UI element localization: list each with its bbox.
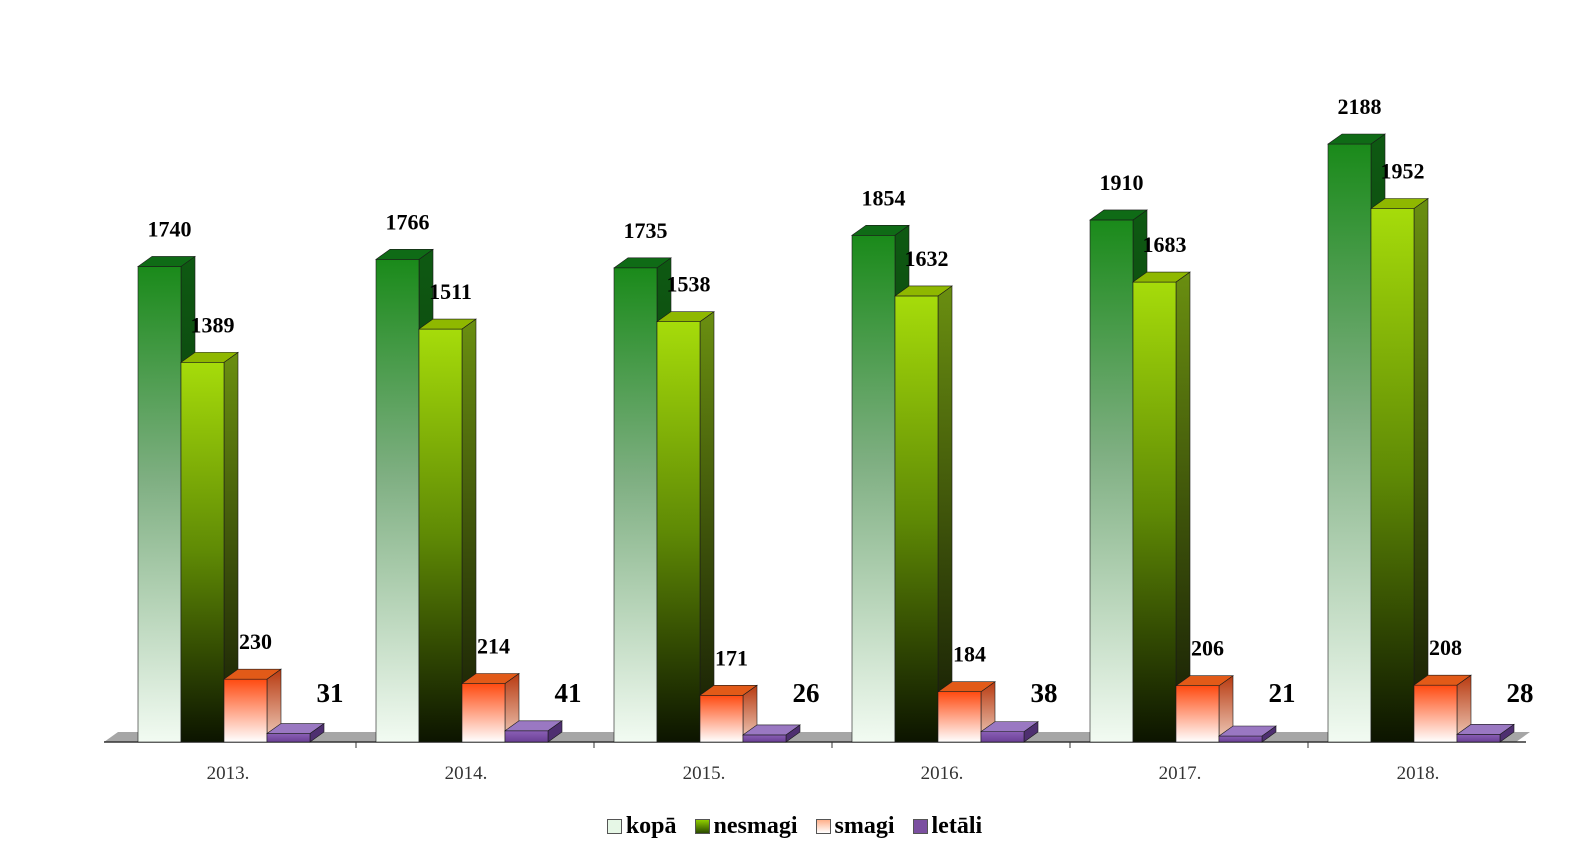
legend-item-letali: letāli	[912, 812, 983, 840]
legend-item-smagi: smagi	[815, 812, 895, 840]
value-label-letali-3: 38	[1031, 678, 1058, 708]
value-label-letali-2: 26	[793, 678, 820, 708]
bar-nesmagi-3	[894, 285, 953, 743]
value-label-nesmagi-0: 1389	[191, 312, 235, 337]
x-tick-label-2: 2015.	[683, 763, 726, 784]
legend-swatch-nesmagi	[694, 818, 710, 834]
legend-label-nesmagi: nesmagi	[713, 812, 798, 839]
value-label-kopa-3: 1854	[862, 185, 906, 210]
bar-smagi-5	[1413, 674, 1472, 743]
bar-smagi-0	[223, 668, 282, 743]
value-label-smagi-0: 230	[239, 629, 272, 654]
x-tick-label-0: 2013.	[207, 763, 250, 784]
value-label-kopa-2: 1735	[624, 218, 668, 243]
bar-letali-1	[504, 720, 563, 743]
value-label-nesmagi-1: 1511	[429, 279, 472, 304]
value-label-nesmagi-5: 1952	[1381, 159, 1425, 184]
value-label-kopa-0: 1740	[148, 216, 192, 241]
value-label-nesmagi-4: 1683	[1143, 232, 1187, 257]
bar-letali-2	[742, 724, 801, 743]
legend-label-letali: letāli	[931, 812, 983, 839]
value-label-letali-1: 41	[555, 678, 582, 708]
bar-letali-3	[980, 721, 1039, 743]
value-label-smagi-3: 184	[953, 642, 986, 667]
x-tick-label-1: 2014.	[445, 763, 488, 784]
bar-smagi-3	[937, 681, 996, 743]
bar-smagi-4	[1175, 675, 1234, 743]
value-label-smagi-4: 206	[1191, 636, 1224, 661]
x-tick-label-4: 2017.	[1159, 763, 1202, 784]
bar-letali-0	[266, 722, 325, 743]
value-label-letali-0: 31	[317, 678, 344, 708]
bar-letali-5	[1456, 723, 1515, 743]
value-label-smagi-5: 208	[1429, 635, 1462, 660]
x-tick-label-5: 2018.	[1397, 763, 1440, 784]
legend-label-kopa: kopā	[625, 812, 677, 839]
legend-label-smagi: smagi	[834, 812, 895, 839]
value-label-kopa-5: 2188	[1338, 94, 1382, 119]
bar-nesmagi-4	[1132, 271, 1191, 743]
bar-letali-4	[1218, 725, 1277, 743]
value-label-nesmagi-3: 1632	[905, 246, 949, 271]
bar-nesmagi-1	[418, 318, 477, 743]
legend-item-kopa: kopā	[606, 812, 677, 840]
value-label-letali-5: 28	[1507, 678, 1534, 708]
value-label-smagi-1: 214	[477, 634, 510, 659]
value-label-kopa-1: 1766	[386, 209, 430, 234]
value-label-nesmagi-2: 1538	[667, 272, 711, 297]
legend-swatch-letali	[912, 818, 928, 834]
bar-nesmagi-2	[656, 311, 715, 743]
bar-nesmagi-0	[180, 351, 239, 743]
legend-swatch-smagi	[815, 818, 831, 834]
legend: kopā nesmagi smagi letāli	[0, 808, 1589, 844]
bar-smagi-1	[461, 672, 520, 743]
value-label-kopa-4: 1910	[1100, 170, 1144, 195]
value-label-smagi-2: 171	[715, 645, 748, 670]
x-tick-label-3: 2016.	[921, 763, 964, 784]
legend-swatch-kopa	[606, 818, 622, 834]
legend-item-nesmagi: nesmagi	[694, 812, 798, 840]
value-label-letali-4: 21	[1269, 678, 1296, 708]
bar-nesmagi-5	[1370, 197, 1429, 743]
